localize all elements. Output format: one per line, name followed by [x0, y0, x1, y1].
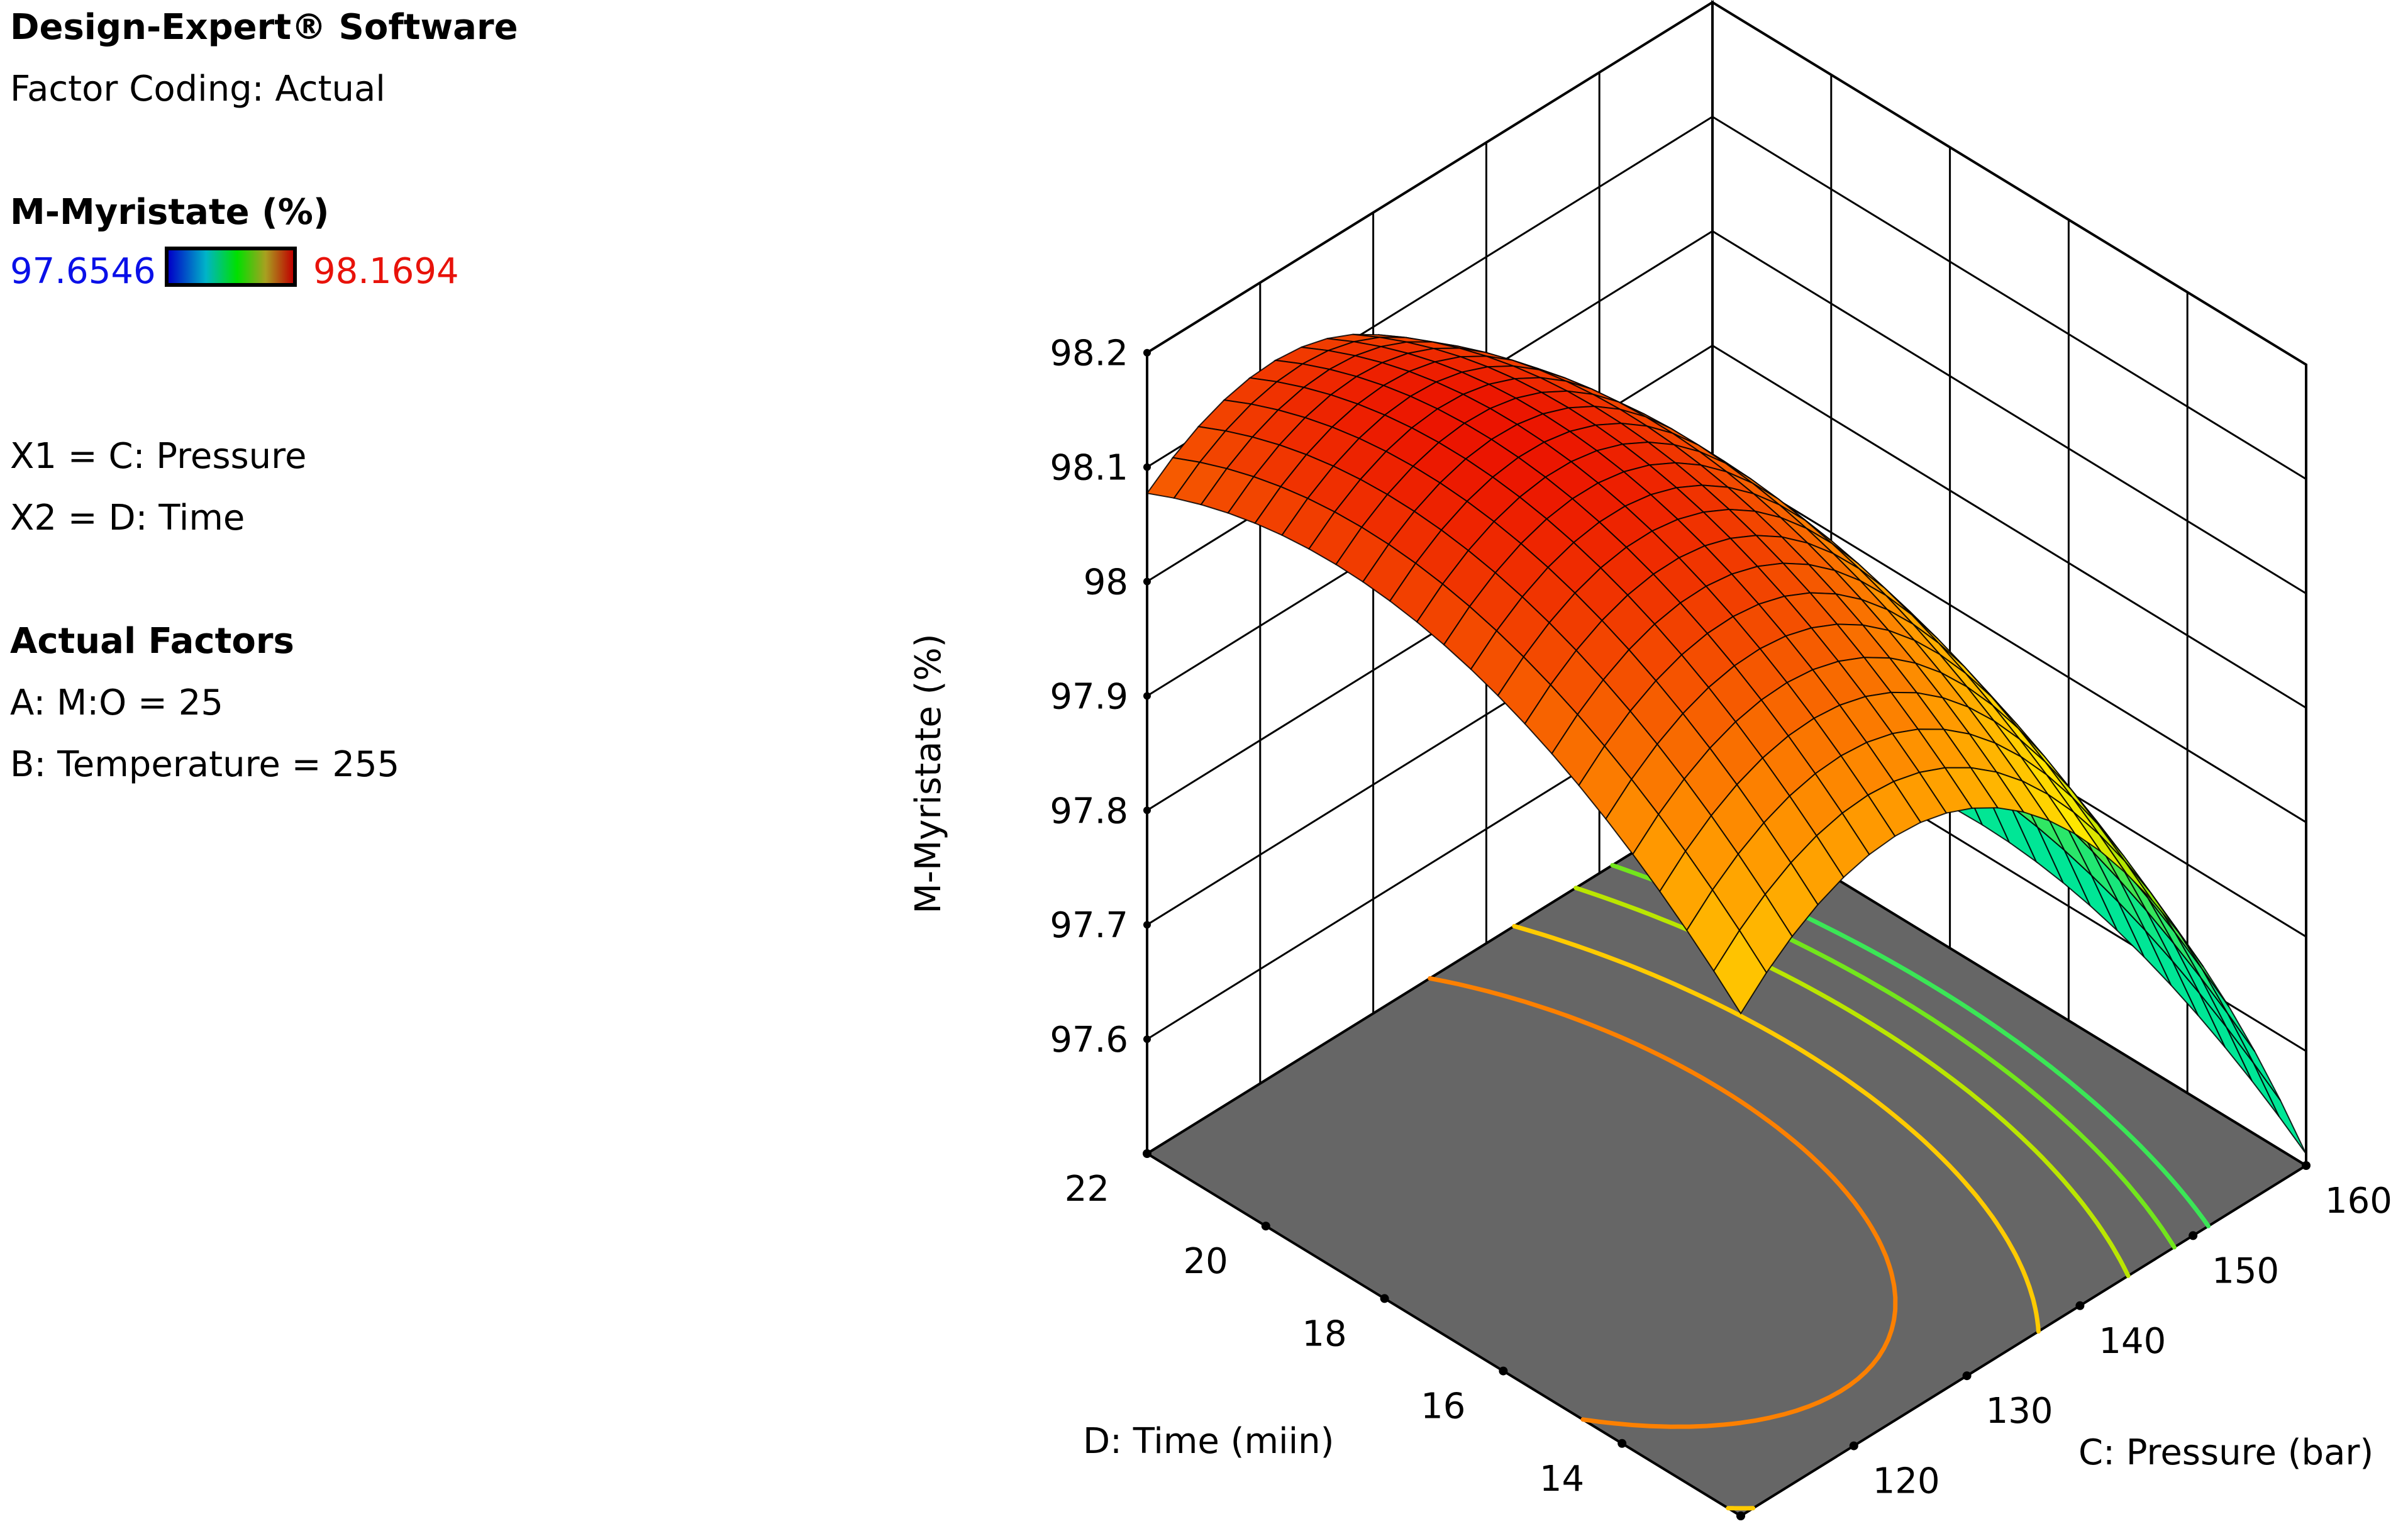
y-tick-label: 18	[1302, 1313, 1346, 1354]
x-tick-label: 140	[2099, 1321, 2166, 1362]
x-axis-label: C: Pressure (bar)	[2078, 1432, 2373, 1473]
y-tick	[1617, 1439, 1627, 1448]
y-tick-label: 16	[1421, 1386, 1465, 1427]
contour-line	[1512, 923, 2041, 1511]
z-tick	[1143, 806, 1151, 815]
y-tick-label: 14	[1540, 1459, 1584, 1500]
z-tick	[1143, 348, 1151, 357]
x-tick-label: 130	[1986, 1391, 2053, 1432]
factor-x1: X1 = C: Pressure	[10, 436, 307, 477]
y-tick	[1261, 1222, 1270, 1231]
factor-x2: X2 = D: Time	[10, 498, 245, 538]
z-tick-label: 98.1	[1050, 448, 1128, 489]
x-tick	[2189, 1231, 2198, 1240]
z-tick-label: 97.9	[1050, 676, 1128, 717]
wall-gridline-z	[1146, 344, 2307, 709]
y-tick	[1380, 1294, 1389, 1303]
x-tick-label: 150	[2212, 1250, 2279, 1291]
z-tick-label: 97.6	[1050, 1020, 1128, 1061]
legend-max-value: 98.1694	[313, 251, 459, 292]
x-tick	[2302, 1161, 2311, 1170]
x-tick-label: 160	[2325, 1181, 2392, 1222]
x-tick	[2075, 1301, 2085, 1310]
z-tick-label: 97.7	[1050, 905, 1128, 946]
z-tick	[1143, 921, 1151, 929]
x-tick	[1849, 1441, 1858, 1450]
z-tick-label: 98.2	[1050, 333, 1128, 374]
wall-gridline-z	[1146, 1, 2307, 365]
response-surface	[1146, 333, 2307, 1155]
z-tick	[1143, 1035, 1151, 1044]
x-tick-label: 120	[1873, 1461, 1940, 1502]
y-tick-label: 20	[1184, 1241, 1228, 1282]
y-tick-label: 22	[1065, 1169, 1109, 1210]
y-tick	[1736, 1512, 1745, 1520]
response-name: M-Myristate (%)	[10, 192, 330, 233]
contour-line	[1573, 886, 2131, 1278]
color-scale-bar	[165, 247, 297, 287]
z-tick	[1143, 692, 1151, 700]
actual-factors-title: Actual Factors	[10, 621, 294, 662]
actual-factor-b: B: Temperature = 255	[10, 744, 400, 785]
z-tick	[1143, 463, 1151, 471]
z-tick-label: 98	[1084, 562, 1128, 603]
axis-ticks: 97.697.797.897.99898.198.211012013014015…	[1050, 333, 2392, 1520]
x-tick	[1962, 1371, 1972, 1381]
surface-cell	[2226, 1027, 2280, 1117]
surface-cell	[1712, 929, 1768, 1015]
z-tick-label: 97.8	[1050, 791, 1128, 832]
y-tick	[1499, 1366, 1508, 1376]
actual-factor-a: A: M:O = 25	[10, 682, 224, 723]
contour-line	[1428, 976, 1898, 1429]
z-tick	[1143, 577, 1151, 586]
software-title: Design-Expert® Software	[10, 7, 518, 48]
z-axis-label: M-Myristate (%)	[908, 633, 949, 913]
legend-min-value: 97.6546	[10, 251, 156, 292]
y-tick	[1143, 1149, 1151, 1158]
y-axis-label: D: Time (miin)	[1083, 1421, 1334, 1462]
factor-coding: Factor Coding: Actual	[10, 69, 386, 109]
